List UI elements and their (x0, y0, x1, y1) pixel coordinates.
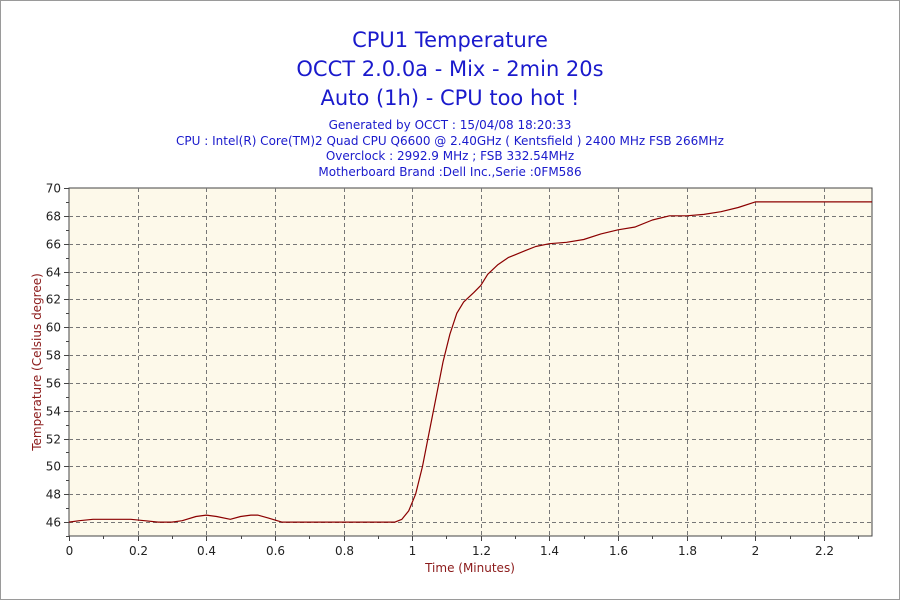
chart-title: CPU1 Temperature (352, 28, 548, 52)
info-block: Generated by OCCT : 15/04/08 18:20:33 CP… (0, 118, 900, 180)
info-motherboard: Motherboard Brand :Dell Inc.,Serie :0FM5… (318, 164, 582, 179)
y-tick-label: 56 (46, 377, 61, 391)
y-tick-label: 46 (46, 516, 61, 530)
x-tick-label: 1.8 (678, 544, 697, 558)
x-tick-label: 1.2 (472, 544, 491, 558)
y-tick-label: 66 (46, 238, 61, 252)
x-tick-label: 0.8 (335, 544, 354, 558)
grid-lines (69, 188, 872, 536)
y-tick-label: 70 (46, 182, 61, 196)
x-axis-title: Time (Minutes) (424, 561, 515, 575)
y-tick-label: 60 (46, 321, 61, 335)
x-tick-label: 2 (752, 544, 760, 558)
plot-area (68, 187, 873, 537)
axis-ticks: 0 0.2 0.4 0.6 0.8 1 1.2 1.4 1.6 1.8 2 2.2 46 48 50 52 54… (46, 182, 859, 558)
chart-subtitle-1: OCCT 2.0.0a - Mix - 2min 20s (296, 57, 604, 81)
x-tick-label: 1 (409, 544, 417, 558)
x-tick-label: 0 (66, 544, 74, 558)
y-tick-label: 68 (46, 210, 61, 224)
y-axis-title: Temperature (Celsius degree) (30, 273, 44, 452)
y-tick-label: 48 (46, 488, 61, 502)
series-layer (68, 201, 872, 523)
info-generated: Generated by OCCT : 15/04/08 18:20:33 (328, 118, 572, 132)
y-tick-label: 64 (46, 266, 61, 280)
info-cpu: CPU : Intel(R) Core(TM)2 Quad CPU Q6600 … (176, 133, 724, 148)
y-tick-label: 62 (46, 293, 61, 307)
temperature-series-line (68, 201, 872, 523)
x-tick-label: 1.6 (609, 544, 628, 558)
x-tick-label: 0.4 (197, 544, 216, 558)
info-overclock: Overclock : 2992.9 MHz ; FSB 332.54MHz (325, 149, 575, 163)
y-tick-label: 54 (46, 405, 61, 419)
chart-subtitle-2: Auto (1h) - CPU too hot ! (320, 86, 580, 110)
x-tick-label: 2.2 (815, 544, 834, 558)
x-tick-label: 0.6 (266, 544, 285, 558)
chart-titles: CPU1 Temperature OCCT 2.0.0a - Mix - 2mi… (0, 26, 900, 180)
x-tick-label: 0.2 (129, 544, 148, 558)
y-tick-label: 58 (46, 349, 61, 363)
y-tick-label: 52 (46, 433, 61, 447)
y-tick-label: 50 (46, 460, 61, 474)
x-tick-label: 1.4 (540, 544, 559, 558)
